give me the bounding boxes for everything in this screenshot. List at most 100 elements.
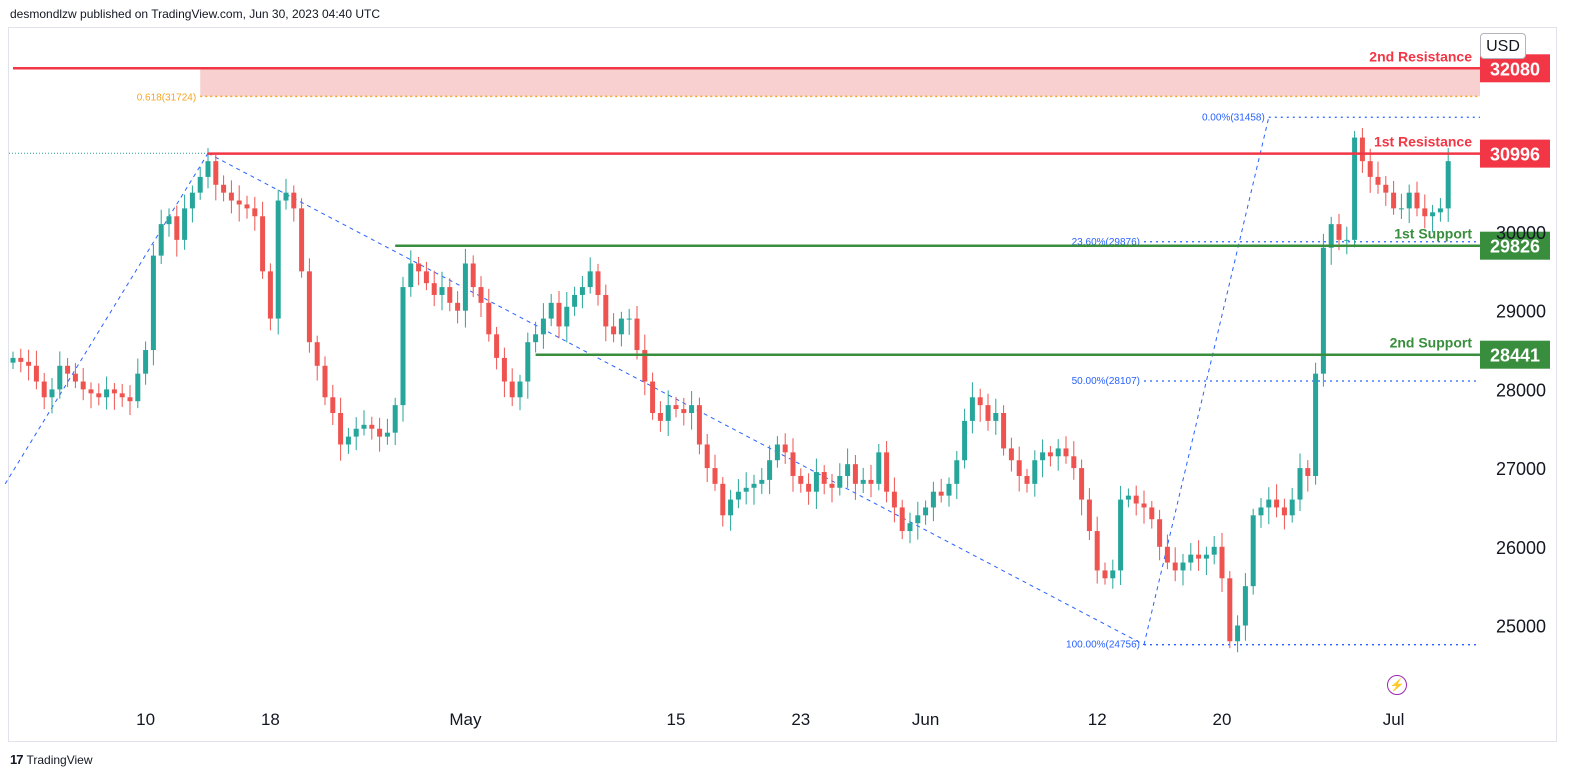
candle-body <box>743 487 749 492</box>
candle <box>439 271 445 311</box>
candle <box>361 410 367 436</box>
candle <box>1391 180 1397 215</box>
candle <box>470 255 476 298</box>
candle-body <box>49 389 55 398</box>
candle-body <box>345 436 351 445</box>
candle-body <box>540 318 546 335</box>
candle <box>377 417 383 452</box>
candle-body <box>1024 475 1030 484</box>
candle <box>65 357 71 388</box>
candle <box>353 417 359 451</box>
candle <box>790 438 796 492</box>
candle <box>946 477 952 507</box>
candle <box>1383 175 1389 206</box>
candle <box>689 391 695 430</box>
candle <box>26 349 32 381</box>
candle <box>712 454 718 491</box>
candle-body <box>1344 239 1350 241</box>
candle-body <box>728 499 734 516</box>
candle-body <box>626 318 632 320</box>
candle-body <box>868 479 874 484</box>
candle-body <box>1164 546 1170 563</box>
candle <box>1437 198 1443 222</box>
candle <box>104 376 110 410</box>
candle <box>572 286 578 316</box>
candle <box>244 195 250 219</box>
candle <box>1110 559 1116 589</box>
candle <box>1063 436 1069 464</box>
candle-body <box>782 444 788 453</box>
candle <box>1227 571 1233 649</box>
candle-body <box>10 357 16 363</box>
candle <box>322 356 328 406</box>
candle <box>1266 487 1272 525</box>
candle <box>1016 446 1022 492</box>
candle-body <box>774 444 780 461</box>
candle-body <box>845 464 851 476</box>
candle-body <box>1211 546 1217 555</box>
candle <box>486 288 492 342</box>
candle-body <box>80 381 86 390</box>
candle <box>517 374 523 411</box>
candle <box>1125 488 1131 508</box>
x-tick-label: 18 <box>261 710 280 729</box>
candle-body <box>431 283 437 295</box>
candle <box>595 263 601 306</box>
candle-body <box>291 192 297 209</box>
candle-body <box>1102 570 1108 579</box>
candle <box>166 208 172 237</box>
candle <box>1367 148 1373 193</box>
chart-frame <box>8 27 1557 742</box>
candle-body <box>1445 161 1451 209</box>
candle-body <box>400 287 406 406</box>
candle-body <box>603 294 609 327</box>
x-tick-label: May <box>449 710 482 729</box>
candle-body <box>564 306 570 327</box>
candle <box>704 434 710 483</box>
candle-body <box>392 405 398 433</box>
y-tick-label: 25000 <box>1496 617 1546 637</box>
candle <box>197 166 203 200</box>
candle-body <box>759 479 765 484</box>
candle <box>384 418 390 445</box>
candle-body <box>174 216 180 240</box>
candle <box>673 396 679 418</box>
candle-body <box>1196 554 1202 559</box>
candle <box>1164 534 1170 570</box>
lightning-icon[interactable]: ⚡ <box>1387 675 1407 695</box>
candle <box>33 350 39 390</box>
candle <box>1336 213 1342 251</box>
candle-body <box>1313 373 1319 476</box>
candle <box>1157 509 1163 561</box>
candle-body <box>852 464 858 484</box>
candle <box>603 284 609 342</box>
candle <box>829 474 835 503</box>
candle <box>1328 216 1334 265</box>
candle-body <box>767 460 773 480</box>
candle-body <box>533 334 539 343</box>
candle-body <box>166 216 172 225</box>
candle-body <box>1250 515 1256 587</box>
tradingview-brand[interactable]: 17 TradingView <box>10 752 93 767</box>
candle <box>642 334 648 396</box>
candle <box>533 321 539 353</box>
candle <box>728 489 734 531</box>
currency-selector[interactable]: USD <box>1480 33 1526 59</box>
candle <box>1188 543 1194 571</box>
candle-body <box>618 318 624 335</box>
candle <box>158 209 164 265</box>
candle <box>938 478 944 503</box>
candle <box>447 278 453 312</box>
candle-body <box>501 357 507 382</box>
candle <box>1047 445 1053 467</box>
candle-body <box>1086 499 1092 532</box>
candle-body <box>384 432 390 437</box>
candle <box>509 368 515 407</box>
candle-body <box>1367 161 1373 177</box>
y-tick-label: 27000 <box>1496 459 1546 479</box>
candle-body <box>1391 192 1397 209</box>
candle-body <box>923 507 929 516</box>
candle <box>540 303 546 349</box>
candle <box>634 305 640 360</box>
